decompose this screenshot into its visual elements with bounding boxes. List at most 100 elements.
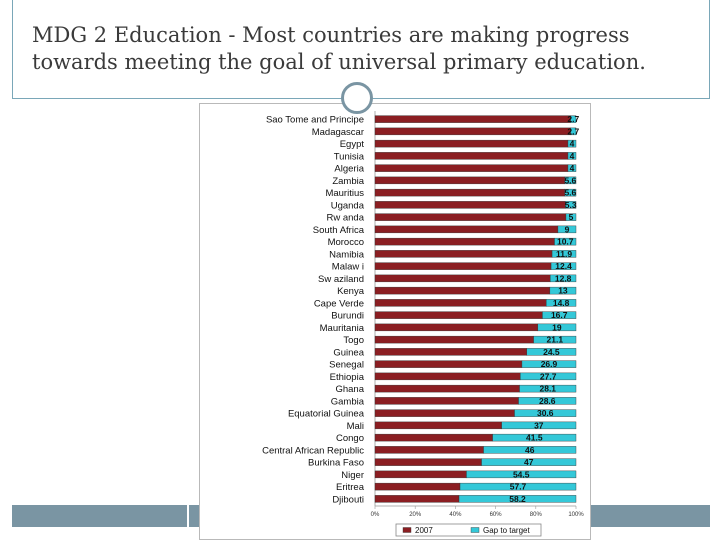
gap-data-label: 10.7 xyxy=(557,237,574,247)
bar-2007 xyxy=(374,384,520,393)
bar-2007 xyxy=(374,446,484,454)
bar-2007 xyxy=(374,250,553,258)
bar-2007 xyxy=(374,201,566,209)
bar-gap xyxy=(570,127,577,136)
bar-2007 xyxy=(374,286,551,295)
category-label: Malaw i xyxy=(332,262,364,273)
bar-gap xyxy=(549,286,577,295)
gap-data-label: 47 xyxy=(524,457,534,467)
bar-2007 xyxy=(374,360,523,368)
category-label: Niger xyxy=(341,470,364,481)
gap-data-label: 5.3 xyxy=(565,200,577,210)
bar-gap xyxy=(501,421,577,430)
category-label: Tunisia xyxy=(334,151,365,162)
gap-to-target-chart: Sao Tome and Principe 2.7 Madagascar 2.7 Egy… xyxy=(262,111,584,537)
category-label: Madagascar xyxy=(312,127,364,138)
bar-2007 xyxy=(374,139,569,148)
bar-gap xyxy=(557,225,577,234)
bar-gap xyxy=(483,446,577,454)
bar-2007 xyxy=(374,299,547,307)
bar-gap xyxy=(546,299,577,307)
bar-gap xyxy=(520,372,577,381)
category-label: Namibia xyxy=(329,249,365,260)
gap-data-label: 2.7 xyxy=(567,126,579,136)
bar-gap xyxy=(518,397,577,405)
gap-data-label: 2.7 xyxy=(567,114,579,124)
category-label: Equatorial Guinea xyxy=(288,409,365,420)
category-label: Ethiopia xyxy=(330,372,365,383)
x-tick-label: 80% xyxy=(530,512,543,518)
bar-gap xyxy=(570,115,577,123)
gap-data-label: 54.5 xyxy=(513,469,530,479)
gap-data-label: 5.6 xyxy=(564,175,576,185)
gap-data-label: 37 xyxy=(534,420,544,430)
gap-data-label: 58.2 xyxy=(509,494,526,504)
bar-2007 xyxy=(374,433,493,442)
bar-gap xyxy=(564,176,577,185)
legend-swatch xyxy=(470,527,480,533)
bar-gap xyxy=(567,164,577,172)
category-label: Togo xyxy=(343,335,364,346)
category-label: Senegal xyxy=(329,360,364,371)
bar-2007 xyxy=(374,237,555,246)
category-label: Central African Republic xyxy=(262,445,364,456)
bar-2007 xyxy=(374,409,515,417)
category-label: Gambia xyxy=(331,396,365,407)
category-label: Rw anda xyxy=(327,213,365,224)
bar-gap xyxy=(542,311,577,319)
category-label: Cape Verde xyxy=(314,298,364,309)
bar-2007 xyxy=(374,127,571,136)
legend-box xyxy=(395,523,542,537)
bar-gap xyxy=(551,250,577,258)
x-tick-label: 100% xyxy=(568,512,584,518)
bar-gap xyxy=(458,495,577,503)
gap-data-label: 57.7 xyxy=(510,482,527,492)
gap-data-label: 12.4 xyxy=(555,261,572,271)
bar-gap xyxy=(565,213,577,221)
category-label: Mali xyxy=(347,421,364,432)
bar-2007 xyxy=(374,176,565,185)
bar-2007 xyxy=(374,372,521,381)
bar-2007 xyxy=(374,152,569,160)
category-label: Kenya xyxy=(337,286,365,297)
bar-gap xyxy=(533,335,577,344)
gap-data-label: 27.7 xyxy=(540,371,557,381)
gap-data-label: 21.1 xyxy=(547,335,564,345)
slide-title: MDG 2 Education - Most countries are mak… xyxy=(32,23,646,74)
bar-gap xyxy=(565,201,577,209)
gap-data-label: 16.7 xyxy=(551,310,568,320)
bar-2007 xyxy=(374,115,571,123)
x-tick-label: 40% xyxy=(449,512,462,518)
bar-gap xyxy=(466,470,577,479)
gap-data-label: 14.8 xyxy=(553,298,570,308)
slide-frame-right xyxy=(709,0,710,98)
bar-2007 xyxy=(374,274,551,283)
gap-data-label: 4 xyxy=(570,139,575,149)
bar-gap xyxy=(519,384,577,393)
gap-data-label: 24.5 xyxy=(543,347,560,357)
bar-gap xyxy=(514,409,577,417)
gap-data-label: 41.5 xyxy=(526,433,543,443)
bar-gap xyxy=(554,237,577,246)
bar-gap xyxy=(537,323,577,332)
slide-frame-left xyxy=(12,0,13,98)
bar-2007 xyxy=(374,262,552,270)
bar-gap xyxy=(564,188,577,197)
x-tick-label: 60% xyxy=(490,512,503,518)
bar-2007 xyxy=(374,397,519,405)
bar-2007 xyxy=(374,348,527,356)
gap-data-label: 13 xyxy=(558,286,568,296)
category-label: Morocco xyxy=(328,237,364,248)
category-label: Mauritius xyxy=(325,188,364,199)
x-tick-label: 20% xyxy=(409,512,422,518)
bar-2007 xyxy=(374,458,482,466)
bar-2007 xyxy=(374,225,559,234)
gap-data-label: 30.6 xyxy=(537,408,554,418)
category-label: Sw aziland xyxy=(318,274,364,285)
category-label: Burundi xyxy=(331,311,364,322)
gap-data-label: 5 xyxy=(569,212,574,222)
category-label: Egypt xyxy=(340,139,365,150)
category-label: South Africa xyxy=(313,225,365,236)
category-label: Congo xyxy=(336,433,364,444)
category-label: Djibouti xyxy=(332,494,364,505)
